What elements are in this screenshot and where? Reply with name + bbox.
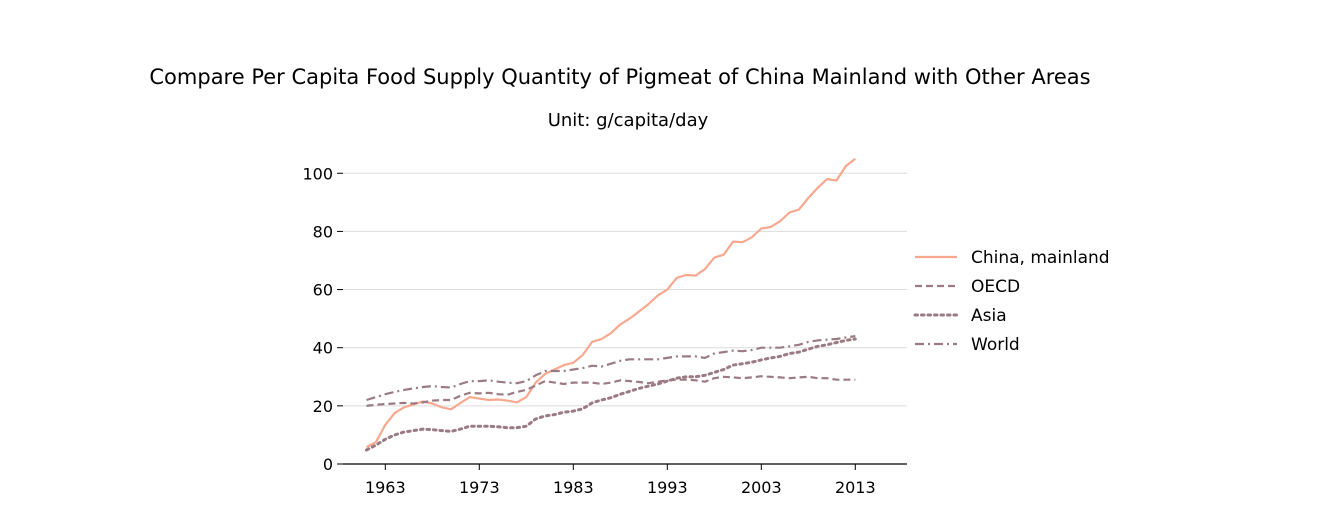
chart-subtitle: Unit: g/capita/day — [548, 110, 709, 131]
chart-title: Compare Per Capita Food Supply Quantity … — [149, 65, 1090, 89]
x-tick-label: 1993 — [647, 478, 688, 497]
x-tick-label: 2003 — [741, 478, 782, 497]
gridlines — [343, 172, 907, 407]
legend-label-2: Asia — [971, 306, 1007, 326]
legend-label-0: China, mainland — [971, 248, 1110, 268]
y-tick-label: 0 — [323, 455, 333, 474]
axes: 0 20 40 60 80 100 1963 1973 1983 1993 2003 2013 — [302, 164, 907, 497]
y-tick-label: 60 — [313, 281, 333, 300]
series-line-1 — [366, 375, 856, 407]
y-tick-label: 100 — [302, 164, 333, 183]
series-line-0 — [365, 157, 856, 449]
y-tick-label: 20 — [313, 397, 333, 416]
legend-label-3: World — [971, 335, 1020, 355]
y-tick-label: 40 — [313, 339, 333, 358]
x-tick-label: 1973 — [459, 478, 500, 497]
x-tick-label: 2013 — [835, 478, 876, 497]
x-tick-label: 1983 — [553, 478, 594, 497]
legend-label-1: OECD — [971, 277, 1020, 297]
x-tick-label: 1963 — [365, 478, 406, 497]
series-lines — [365, 157, 857, 452]
y-tick-label: 80 — [313, 222, 333, 241]
series-line-2 — [365, 337, 857, 452]
legend: China, mainland OECD Asia World — [913, 248, 1110, 355]
series-line-3 — [366, 335, 856, 402]
